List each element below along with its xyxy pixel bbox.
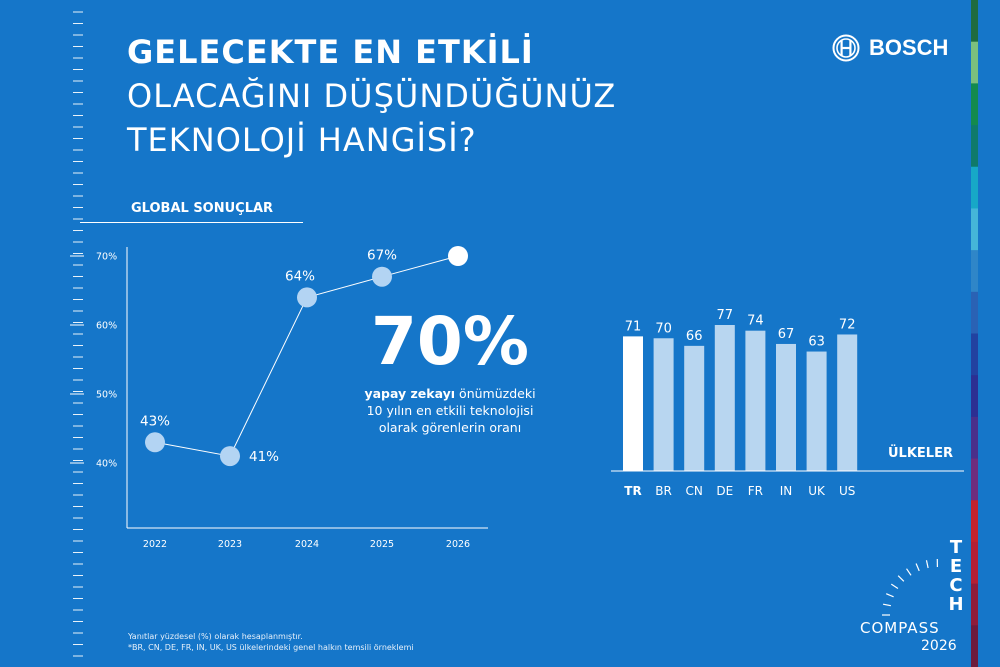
stripe-segment — [971, 416, 978, 460]
line-point — [297, 287, 317, 308]
bar-value-label: 72 — [839, 317, 856, 332]
bar-value-label: 66 — [686, 329, 703, 344]
bar — [837, 334, 858, 471]
compass-year: 2026 — [921, 638, 957, 654]
caption-line-3: olarak görenlerin oranı — [378, 420, 522, 435]
tech-letter-h: H — [948, 594, 964, 615]
side-ruler — [73, 11, 83, 657]
bar-category-label: IN — [780, 484, 793, 498]
title-line-2: OLACAĞINI DÜŞÜNDÜĞÜNÜZ — [127, 77, 617, 115]
caption-line-2: 10 yılın en etkili teknolojisi — [366, 403, 534, 418]
highlight-caption: yapay zekayı önümüzdeki 10 yılın en etki… — [340, 385, 560, 436]
y-tick-label: 60% — [96, 321, 117, 332]
bar-value-label: 74 — [747, 314, 764, 329]
stripe-segment — [971, 83, 978, 126]
caption-bold: yapay zekayı — [364, 386, 456, 401]
compass-tick — [925, 560, 929, 569]
bar-category-label: CN — [686, 484, 703, 498]
stripe-segment — [971, 125, 978, 168]
line-point — [220, 446, 240, 467]
stripe-segment — [971, 166, 978, 209]
x-tick-label: 2026 — [446, 539, 470, 550]
line-point — [448, 246, 468, 266]
bar — [776, 343, 796, 471]
line-point — [145, 432, 165, 453]
bar-category-label: FR — [748, 484, 763, 498]
bar-value-label: 71 — [625, 319, 642, 334]
brand-logo: BOSCH — [832, 33, 948, 63]
footnote-1: Yanıtlar yüzdesel (%) olarak hesaplanmış… — [128, 632, 303, 641]
compass-tick — [906, 568, 912, 576]
bar — [623, 336, 643, 471]
stripe-segment — [971, 500, 978, 543]
bar-category-label: BR — [655, 484, 672, 498]
global-results-label: GLOBAL SONUÇLAR — [131, 201, 274, 216]
compass-tick — [915, 563, 920, 572]
footnotes: Yanıtlar yüzdesel (%) olarak hesaplanmış… — [128, 631, 414, 653]
tech-compass-logo: T E C H COMPASS 2026 — [850, 535, 965, 660]
y-tick-label: 50% — [96, 390, 117, 401]
stripe-segment — [971, 291, 978, 334]
tech-letter-e: E — [949, 556, 963, 577]
title-line-1: GELECEKTE EN ETKİLİ — [127, 33, 534, 71]
stripe-segment — [971, 458, 978, 501]
compass-arc-icon — [882, 558, 938, 616]
stripe-segment — [971, 0, 978, 43]
data-label: 64% — [285, 268, 315, 284]
bar — [684, 345, 705, 471]
bar-value-label: 77 — [717, 308, 734, 323]
y-tick-label: 70% — [96, 252, 117, 263]
tech-letter-t: T — [949, 537, 963, 558]
highlight-value: 70% — [371, 303, 529, 380]
stripe-segment — [971, 333, 978, 376]
page-title: GELECEKTE EN ETKİLİ OLACAĞINI DÜŞÜNDÜĞÜN… — [127, 30, 616, 162]
bar-category-label: UK — [808, 484, 826, 498]
x-tick-label: 2023 — [218, 539, 242, 550]
stripe-segment — [971, 625, 978, 667]
brand-name: BOSCH — [869, 35, 949, 60]
compass-tick — [882, 603, 892, 607]
footnote-2: *BR, CN, DE, FR, IN, UK, US ülkelerindek… — [128, 643, 414, 652]
compass-word: COMPASS — [860, 619, 940, 637]
stripe-segment — [971, 41, 978, 84]
line-point — [372, 266, 392, 287]
bosch-armature-icon — [832, 34, 860, 62]
countries-axis-label: ÜLKELER — [888, 446, 953, 461]
bar-category-label: DE — [716, 484, 733, 498]
bar-category-label: US — [839, 484, 855, 498]
tech-letter-c: C — [949, 575, 963, 596]
bar — [653, 338, 674, 471]
compass-tick — [897, 575, 905, 582]
compass-tick — [890, 583, 899, 590]
bar — [745, 330, 766, 471]
y-tick-label: 40% — [96, 459, 117, 470]
bar-category-label: TR — [624, 484, 641, 498]
data-label: 41% — [249, 449, 279, 465]
compass-tick — [885, 593, 894, 598]
caption-rest: önümüzdeki — [455, 386, 536, 401]
data-label: 67% — [367, 248, 397, 264]
title-line-3: TEKNOLOJİ HANGİSİ? — [127, 121, 477, 159]
bar-value-label: 70 — [655, 321, 672, 336]
x-tick-label: 2022 — [143, 539, 167, 550]
stripe-segment — [971, 208, 978, 251]
stripe-segment — [971, 583, 978, 626]
bar-value-label: 63 — [808, 335, 825, 350]
stripe-segment — [971, 250, 978, 293]
x-tick-label: 2025 — [370, 539, 394, 550]
data-label: 43% — [140, 413, 170, 429]
bar — [806, 351, 827, 471]
x-tick-label: 2024 — [295, 539, 319, 550]
stripe-segment — [971, 375, 978, 418]
global-label-underline — [80, 222, 303, 223]
bar-value-label: 67 — [778, 327, 795, 342]
stripe-segment — [971, 541, 978, 585]
bar — [714, 325, 735, 471]
